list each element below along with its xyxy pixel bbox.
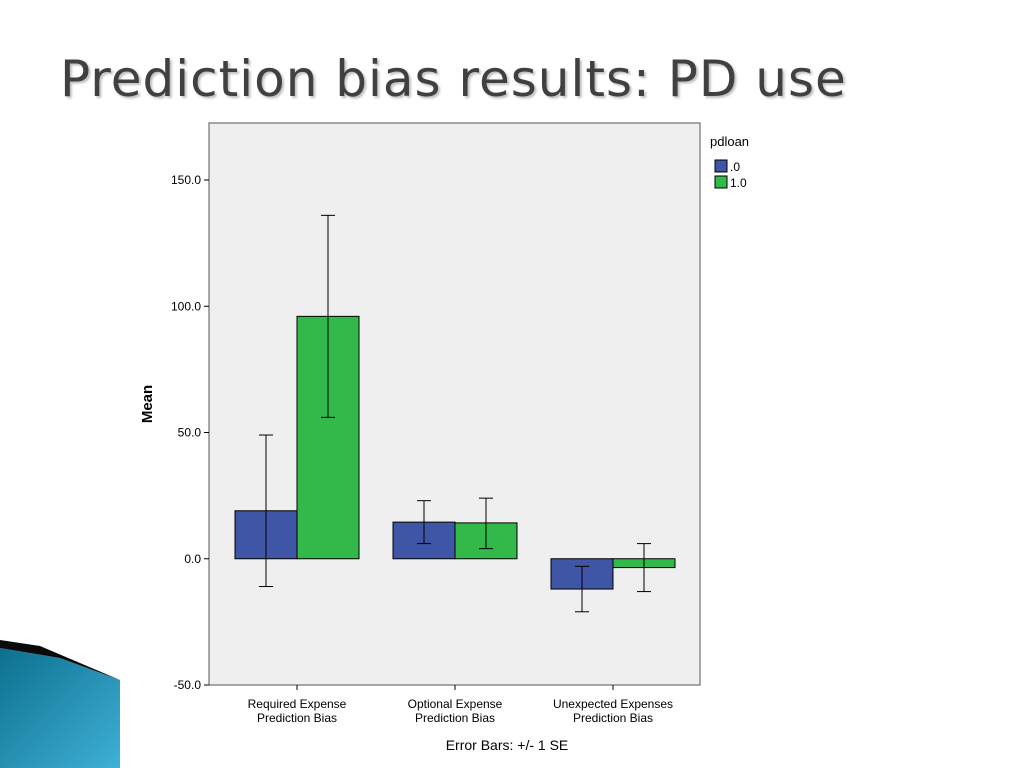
legend-swatch [714,175,728,189]
y-tick-label: 50.0 [178,426,202,440]
legend-label: 1.0 [730,176,747,190]
y-tick-label: -50.0 [174,678,202,692]
x-category-label: Required Expense [248,697,347,711]
legend-title: pdloan [710,134,749,149]
corner-decoration [0,640,120,768]
x-category-label: Optional Expense [408,697,503,711]
slide-title: Prediction bias results: PD use [60,50,847,108]
x-category-label: Prediction Bias [415,711,495,725]
legend-label: .0 [730,160,740,174]
y-tick-label: 0.0 [184,552,201,566]
error-bars-note: Error Bars: +/- 1 SE [446,737,569,753]
legend: pdloan .0 1.0 [710,134,749,190]
plot-area [208,122,701,686]
x-category-label: Prediction Bias [573,711,653,725]
x-category-label: Prediction Bias [257,711,337,725]
y-axis-title: Mean [139,385,156,423]
x-category-label: Unexpected Expenses [553,697,673,711]
y-axis: -50.0 0.0 50.0 100.0 150.0 [171,173,209,692]
error-bars [259,214,651,613]
y-tick-label: 100.0 [171,299,201,313]
legend-swatch [714,159,728,173]
y-tick-label: 150.0 [171,173,201,187]
